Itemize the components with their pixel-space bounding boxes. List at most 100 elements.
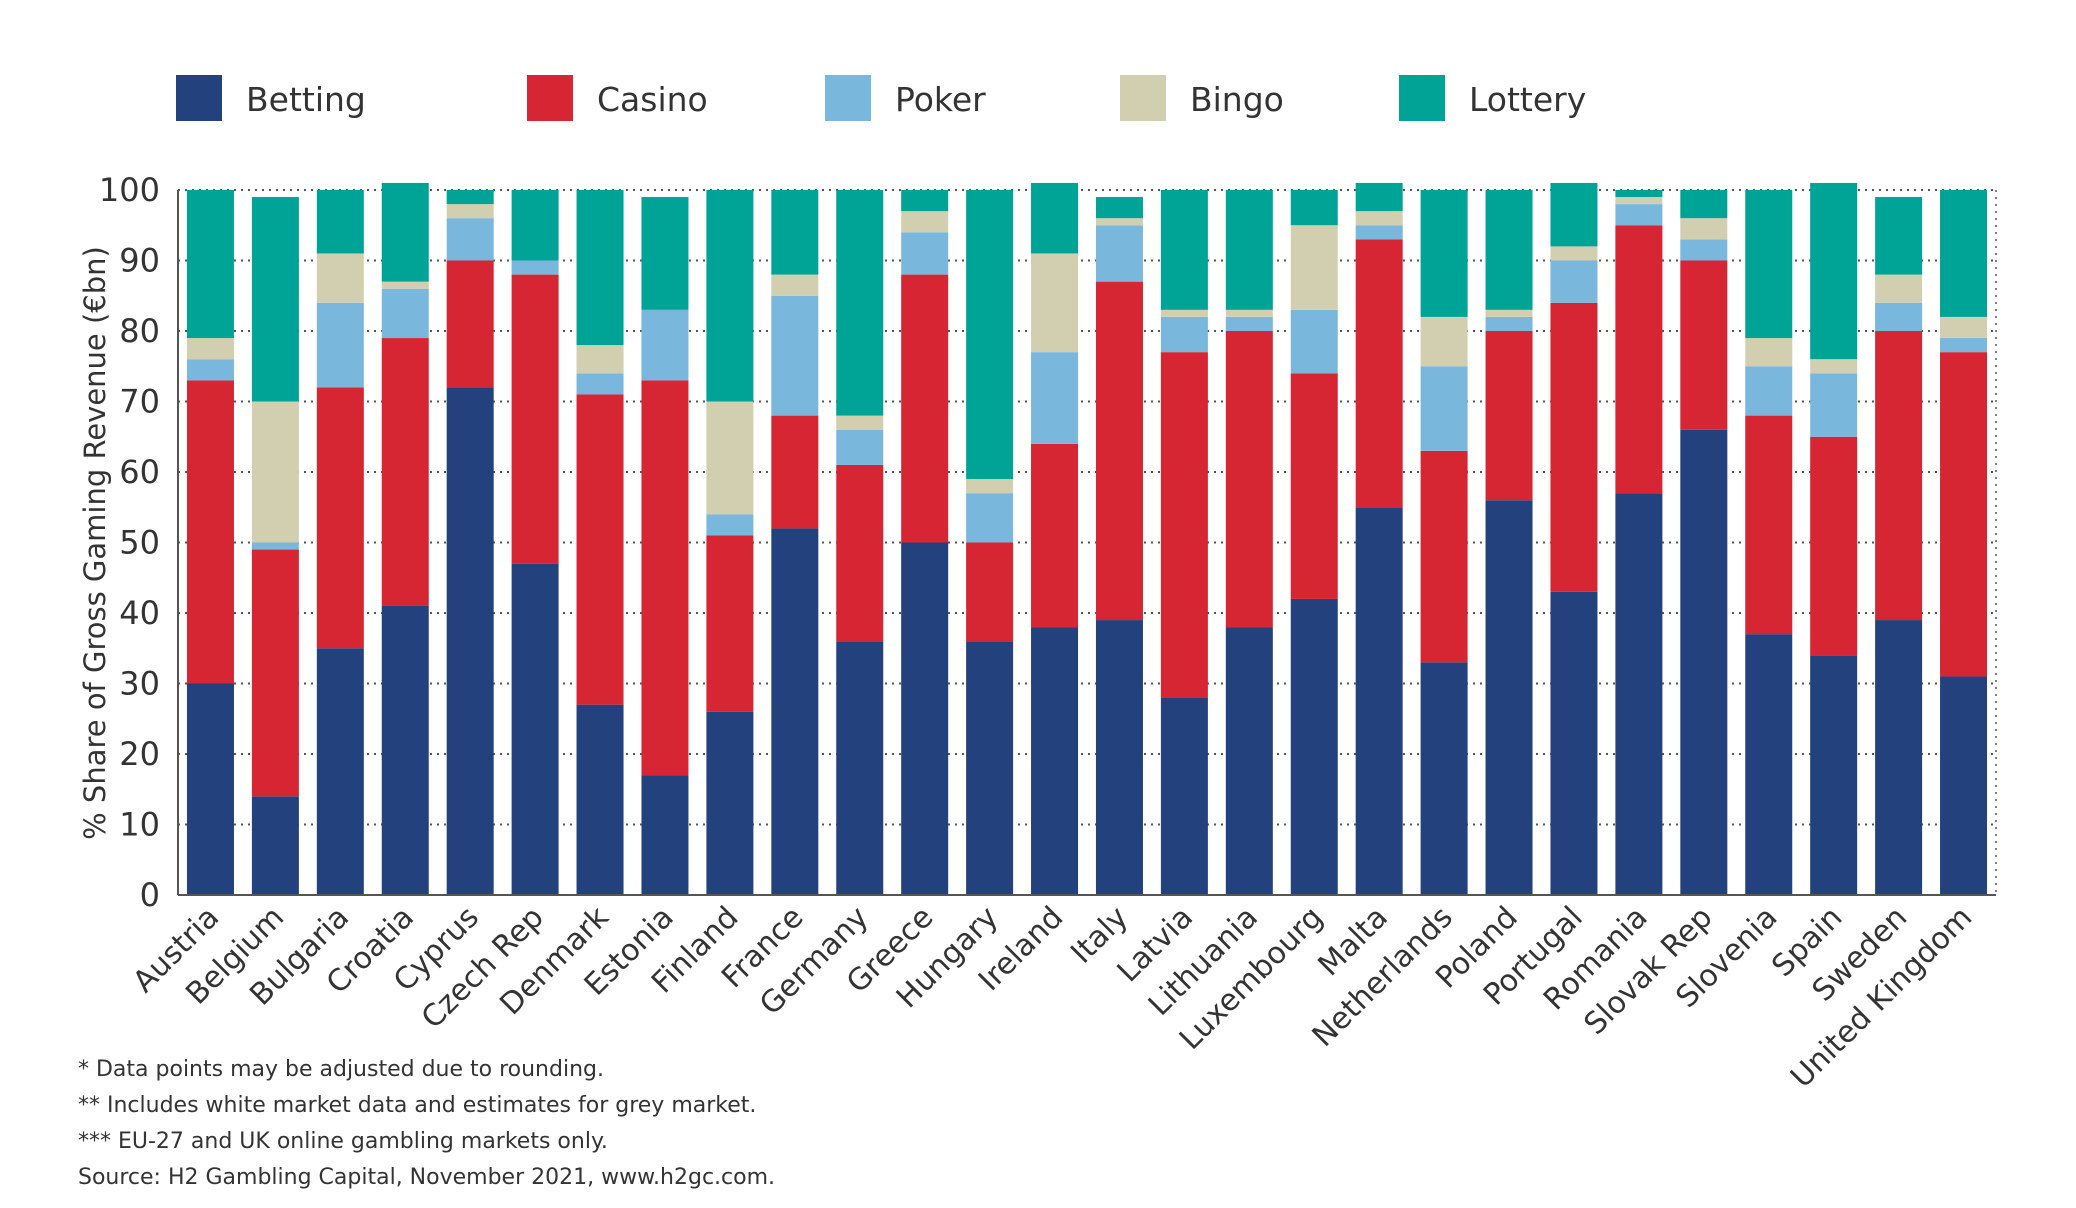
bar-poker-cyprus <box>446 218 494 261</box>
bar-casino-belgium <box>251 549 299 797</box>
bar-poker-estonia <box>641 309 689 381</box>
bar-casino-romania <box>1615 225 1663 494</box>
bar-betting-denmark <box>576 704 624 895</box>
bar-casino-germany <box>836 464 884 642</box>
bar-stack-hungary <box>966 190 1014 895</box>
bar-bingo-croatia <box>381 281 429 289</box>
footnote-rounding: * Data points may be adjusted due to rou… <box>78 1057 604 1082</box>
bar-betting-cyprus <box>446 387 494 895</box>
bar-lottery-slovak-rep <box>1680 190 1728 219</box>
bar-casino-croatia <box>381 338 429 606</box>
bar-bingo-germany <box>836 415 884 430</box>
bar-poker-lithuania <box>1225 316 1273 331</box>
bar-casino-malta <box>1355 239 1403 508</box>
bar-bingo-portugal <box>1550 246 1598 261</box>
bar-bingo-united-kingdom <box>1940 316 1988 339</box>
bar-betting-bulgaria <box>316 648 364 895</box>
bar-stack-latvia <box>1160 190 1208 895</box>
bar-stack-spain <box>1810 182 1858 895</box>
bar-stack-united-kingdom <box>1940 190 1988 895</box>
bar-betting-austria <box>186 683 234 895</box>
bar-stack-italy <box>1095 197 1143 895</box>
legend-label-betting: Betting <box>246 80 366 119</box>
bar-poker-finland <box>706 514 754 536</box>
bar-bingo-cyprus <box>446 204 494 219</box>
bar-casino-finland <box>706 535 754 712</box>
legend-item-betting: Betting <box>176 75 366 121</box>
bar-poker-latvia <box>1160 316 1208 353</box>
y-tick-50: 50 <box>119 524 160 562</box>
bar-betting-spain <box>1810 655 1858 895</box>
bar-stack-sweden <box>1875 197 1923 895</box>
bar-casino-ireland <box>1031 443 1079 628</box>
bar-casino-czech-rep <box>511 274 559 564</box>
bar-betting-finland <box>706 711 754 895</box>
bar-poker-denmark <box>576 373 624 395</box>
bar-lottery-slovenia <box>1745 190 1793 339</box>
bar-stack-austria <box>186 190 234 895</box>
bar-stack-france <box>771 190 819 895</box>
bar-poker-netherlands <box>1420 366 1468 451</box>
legend-label-lottery: Lottery <box>1469 80 1586 119</box>
bar-casino-hungary <box>966 542 1014 642</box>
bars <box>186 182 1988 895</box>
bar-lottery-sweden <box>1875 197 1923 275</box>
bar-bingo-finland <box>706 401 754 515</box>
footnote-market: ** Includes white market data and estima… <box>78 1093 757 1118</box>
legend-item-casino: Casino <box>527 75 708 121</box>
legend-swatch-poker <box>825 75 871 121</box>
bar-poker-slovenia <box>1745 366 1793 416</box>
bar-stack-bulgaria <box>316 190 364 895</box>
bar-stack-slovenia <box>1745 190 1793 895</box>
bar-lottery-spain <box>1810 182 1858 360</box>
bar-betting-portugal <box>1550 591 1598 895</box>
bar-casino-united-kingdom <box>1940 352 1988 677</box>
bar-poker-greece <box>901 232 949 275</box>
y-tick-40: 40 <box>119 594 160 632</box>
bar-bingo-france <box>771 274 819 296</box>
bar-lottery-belgium <box>251 197 299 402</box>
legend-label-casino: Casino <box>597 80 708 119</box>
bar-bingo-austria <box>186 338 234 360</box>
bar-casino-latvia <box>1160 352 1208 698</box>
bar-casino-denmark <box>576 394 624 705</box>
bar-poker-sweden <box>1875 302 1923 331</box>
bar-poker-malta <box>1355 225 1403 240</box>
bar-bingo-latvia <box>1160 309 1208 317</box>
bar-betting-greece <box>901 542 949 895</box>
bar-poker-bulgaria <box>316 302 364 388</box>
bar-poker-italy <box>1095 225 1143 282</box>
bar-stack-lithuania <box>1225 190 1273 895</box>
bar-poker-slovak-rep <box>1680 239 1728 261</box>
bar-casino-luxembourg <box>1290 373 1338 599</box>
bar-bingo-italy <box>1095 218 1143 226</box>
legend: Betting Casino Poker Bingo Lottery <box>176 75 1586 121</box>
footnotes: * Data points may be adjusted due to rou… <box>78 1052 775 1196</box>
bar-stack-denmark <box>576 190 624 895</box>
footnote-source: Source: H2 Gambling Capital, November 20… <box>78 1165 776 1190</box>
bar-stack-ireland <box>1031 182 1079 895</box>
legend-item-poker: Poker <box>825 75 986 121</box>
bar-poker-hungary <box>966 493 1014 543</box>
bar-poker-france <box>771 295 819 416</box>
bar-stack-finland <box>706 190 754 895</box>
bar-lottery-hungary <box>966 190 1014 480</box>
y-tick-80: 80 <box>119 312 160 350</box>
bar-stack-cyprus <box>446 190 494 895</box>
bar-betting-lithuania <box>1225 627 1273 895</box>
bar-casino-portugal <box>1550 302 1598 592</box>
bar-stack-portugal <box>1550 182 1598 895</box>
bar-casino-cyprus <box>446 260 494 388</box>
bar-betting-slovenia <box>1745 634 1793 895</box>
bar-betting-poland <box>1485 500 1533 895</box>
bar-betting-croatia <box>381 605 429 895</box>
bar-lottery-latvia <box>1160 190 1208 310</box>
bar-stack-netherlands <box>1420 190 1468 895</box>
bar-bingo-ireland <box>1031 253 1079 353</box>
bar-poker-portugal <box>1550 260 1598 303</box>
y-tick-10: 10 <box>119 806 160 844</box>
y-tick-60: 60 <box>119 453 160 491</box>
y-tick-20: 20 <box>119 735 160 773</box>
bar-poker-austria <box>186 359 234 381</box>
